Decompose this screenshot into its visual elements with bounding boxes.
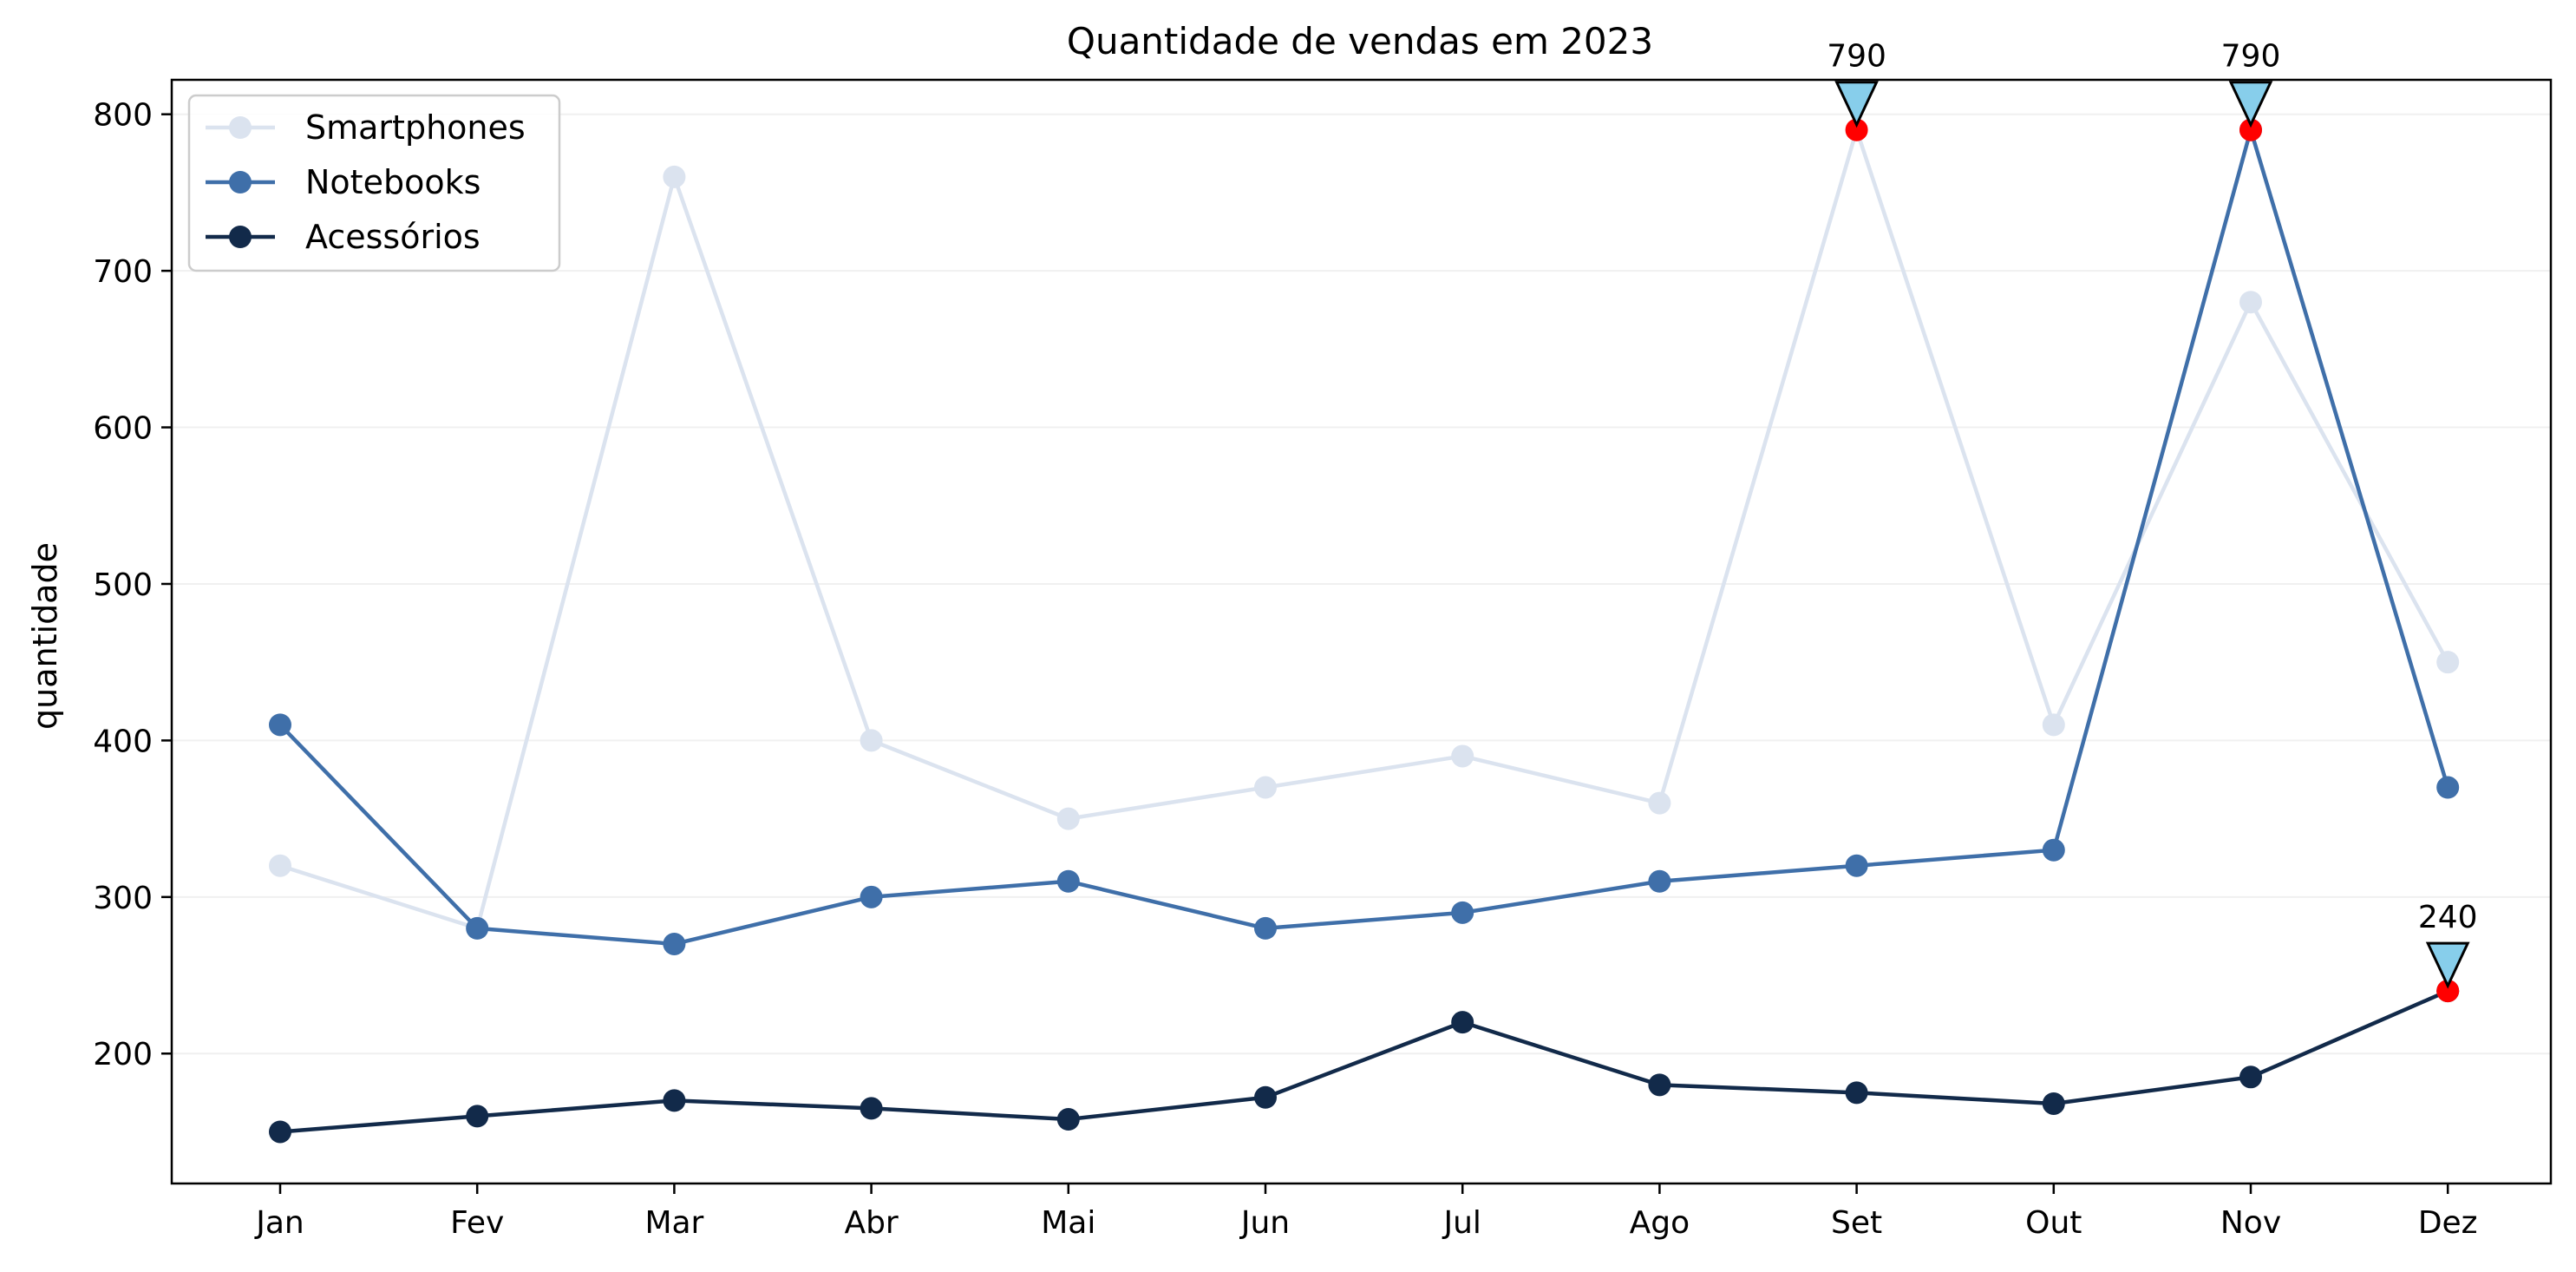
x-tick-label: Fev [450,1205,504,1241]
series-line-notebooks [278,128,2450,947]
data-point-acessorios [1254,1085,1277,1109]
data-point-smartphones [1056,807,1080,830]
series-line-acessorios [279,989,2449,1134]
data-point-smartphones [663,165,686,188]
data-point-acessorios [663,1089,686,1112]
data-point-acessorios [2239,1065,2262,1089]
y-tick-label: 200 [93,1037,153,1072]
legend-marker [229,116,252,139]
data-point-notebooks [1451,901,1474,924]
data-point-smartphones [1451,744,1474,768]
data-point-smartphones [1254,776,1277,799]
highlight-point [1845,118,1868,141]
data-point-notebooks [466,916,489,940]
peak-marker-icon [2228,81,2273,128]
data-point-notebooks [1845,854,1868,877]
y-tick-label: 300 [93,881,153,916]
series-lines [269,118,2460,1144]
data-point-notebooks [2436,776,2460,799]
peak-marker-icon [1834,81,1879,128]
series-line-smartphones [279,128,2450,931]
annotation-label: 790 [1827,39,1886,75]
plot-frame [170,78,2553,1185]
data-point-acessorios [860,1097,883,1120]
legend-label: Smartphones [305,108,526,147]
peak-marker-icon [2425,941,2470,989]
legend-box [187,94,561,272]
y-tick-label: 700 [93,254,153,290]
data-point-notebooks [269,713,291,737]
data-point-acessorios [269,1120,291,1144]
data-point-notebooks [1056,869,1080,893]
legend-label: Notebooks [305,163,481,201]
data-point-smartphones [269,854,291,877]
data-point-smartphones [1648,791,1671,815]
data-point-smartphones [860,729,883,752]
x-tick-label: Jul [1442,1205,1481,1241]
y-tick-label: 800 [93,98,153,134]
x-tick-label: Jun [1239,1205,1290,1241]
axes: 200 300 400 500 600 700 800 Jan Fev Mar Abr Mai Jun J… [93,98,2477,1241]
annotation-label: 240 [2418,900,2478,935]
data-point-notebooks [1648,869,1671,893]
x-tick-label: Ago [1630,1205,1690,1241]
data-point-acessorios [1056,1108,1080,1131]
data-point-acessorios [1648,1073,1671,1097]
legend: Smartphones Notebooks Acessórios [187,94,561,272]
x-tick-label: Nov [2220,1205,2281,1241]
x-tick-label: Jan [254,1205,304,1241]
data-point-smartphones [2042,713,2065,737]
y-tick-label: 600 [93,411,153,447]
chart-title: Quantidade de vendas em 2023 [1067,20,1653,62]
annotation-label: 790 [2221,39,2281,75]
data-point-smartphones [2239,291,2262,314]
data-point-notebooks [1254,916,1277,940]
annotations: 790 790 240 [1827,39,2478,1003]
legend-marker [229,171,252,193]
data-point-smartphones [2436,651,2460,674]
data-point-acessorios [2042,1092,2065,1115]
highlight-point [2239,118,2262,141]
highlight-point [2436,980,2460,1003]
legend-marker [229,226,252,248]
x-tick-label: Mai [1041,1205,1095,1241]
x-tick-label: Abr [844,1205,898,1241]
data-point-acessorios [1845,1081,1868,1105]
data-point-acessorios [1451,1011,1474,1034]
y-tick-label: 500 [93,567,153,603]
data-point-notebooks [860,885,883,908]
data-point-notebooks [663,932,686,955]
x-tick-label: Out [2025,1205,2082,1241]
x-tick-label: Mar [644,1205,703,1241]
data-point-acessorios [466,1105,489,1128]
legend-label: Acessórios [305,218,481,256]
x-tick-label: Dez [2418,1205,2478,1241]
data-point-notebooks [2042,838,2065,862]
x-tick-label: Set [1831,1205,1882,1241]
y-tick-label: 400 [93,724,153,759]
y-axis-label: quantidade [26,542,64,730]
